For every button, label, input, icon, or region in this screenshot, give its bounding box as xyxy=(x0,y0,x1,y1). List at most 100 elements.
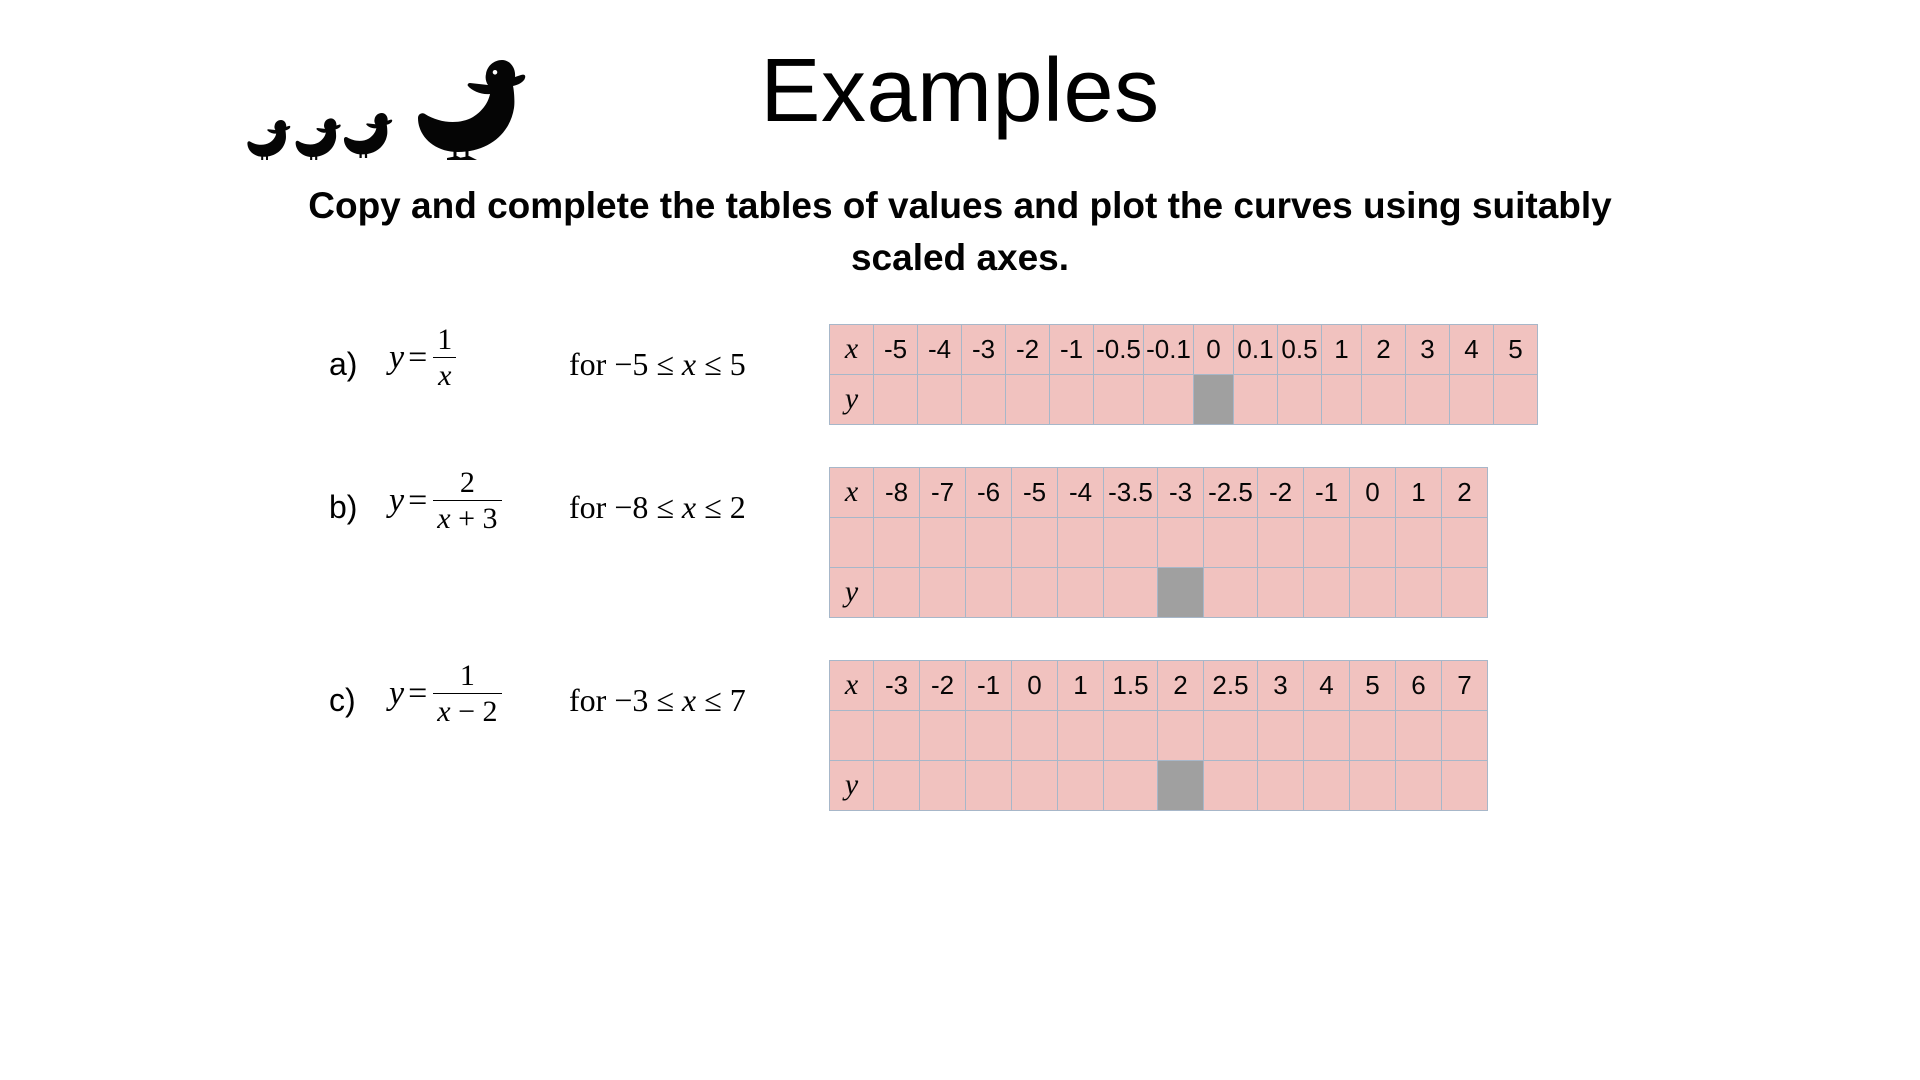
x-cell: -4 xyxy=(918,324,962,374)
blank-cell xyxy=(1442,517,1488,567)
x-cell: -8 xyxy=(874,467,920,517)
equation: y=2x + 3 xyxy=(389,467,569,535)
x-cell: -2 xyxy=(1006,324,1050,374)
header: Examples xyxy=(233,0,1687,170)
x-cell: 2.5 xyxy=(1204,660,1258,710)
y-cell xyxy=(962,374,1006,424)
equation: y=1x − 2 xyxy=(389,660,569,728)
x-cell: -4 xyxy=(1058,467,1104,517)
x-cell: 2 xyxy=(1442,467,1488,517)
blank-cell xyxy=(1396,710,1442,760)
blank-cell xyxy=(1012,710,1058,760)
blank-cell xyxy=(966,710,1012,760)
x-cell: 0.5 xyxy=(1278,324,1322,374)
value-table: x-8-7-6-5-4-3.5-3-2.5-2-1012y xyxy=(829,467,1488,618)
problem-row: a)y=1xfor −5 ≤ x ≤ 5x-5-4-3-2-1-0.5-0.10… xyxy=(233,324,1687,425)
row-header-blank xyxy=(830,710,874,760)
blank-cell xyxy=(1304,517,1350,567)
y-cell xyxy=(1094,374,1144,424)
blank-cell xyxy=(1204,517,1258,567)
y-cell xyxy=(920,567,966,617)
value-table: x-3-2-1011.522.534567y xyxy=(829,660,1488,811)
blank-cell xyxy=(1350,710,1396,760)
row-header-y: y xyxy=(830,760,874,810)
x-cell: -5 xyxy=(1012,467,1058,517)
y-cell xyxy=(1362,374,1406,424)
y-cell xyxy=(1396,567,1442,617)
y-cell xyxy=(1258,567,1304,617)
y-cell xyxy=(1058,760,1104,810)
blank-cell xyxy=(1158,517,1204,567)
y-cell-shaded xyxy=(1194,374,1234,424)
y-cell xyxy=(966,760,1012,810)
domain-text: for −5 ≤ x ≤ 5 xyxy=(569,324,829,383)
blank-cell xyxy=(1396,517,1442,567)
y-cell xyxy=(1322,374,1362,424)
x-cell: 4 xyxy=(1304,660,1350,710)
y-cell xyxy=(1450,374,1494,424)
y-cell xyxy=(1104,760,1158,810)
x-cell: -3 xyxy=(962,324,1006,374)
row-header-y: y xyxy=(830,567,874,617)
blank-cell xyxy=(874,517,920,567)
y-cell xyxy=(1050,374,1094,424)
blank-cell xyxy=(1104,517,1158,567)
y-cell xyxy=(1144,374,1194,424)
x-cell: 3 xyxy=(1406,324,1450,374)
problem-label: a) xyxy=(329,324,389,383)
domain-text: for −3 ≤ x ≤ 7 xyxy=(569,660,829,719)
y-cell xyxy=(1396,760,1442,810)
x-cell: 1 xyxy=(1396,467,1442,517)
problem-row: c)y=1x − 2for −3 ≤ x ≤ 7x-3-2-1011.522.5… xyxy=(233,660,1687,811)
x-cell: -2.5 xyxy=(1204,467,1258,517)
row-header-x: x xyxy=(830,467,874,517)
y-cell xyxy=(1442,760,1488,810)
y-cell xyxy=(1494,374,1538,424)
problem-label: c) xyxy=(329,660,389,719)
blank-cell xyxy=(874,710,920,760)
x-cell: -2 xyxy=(1258,467,1304,517)
x-cell: -1 xyxy=(1050,324,1094,374)
x-cell: -3 xyxy=(874,660,920,710)
y-cell xyxy=(1204,567,1258,617)
x-cell: 6 xyxy=(1396,660,1442,710)
y-cell xyxy=(1350,760,1396,810)
y-cell xyxy=(918,374,962,424)
y-cell xyxy=(1006,374,1050,424)
y-cell xyxy=(1350,567,1396,617)
x-cell: 0 xyxy=(1194,324,1234,374)
y-cell xyxy=(1442,567,1488,617)
blank-cell xyxy=(920,710,966,760)
blank-cell xyxy=(1258,710,1304,760)
y-cell xyxy=(1012,567,1058,617)
x-cell: 0 xyxy=(1012,660,1058,710)
x-cell: 5 xyxy=(1350,660,1396,710)
value-table: x-5-4-3-2-1-0.5-0.100.10.512345y xyxy=(829,324,1538,425)
y-cell-shaded xyxy=(1158,567,1204,617)
x-cell: 1 xyxy=(1322,324,1362,374)
x-cell: -2 xyxy=(920,660,966,710)
x-cell: -6 xyxy=(966,467,1012,517)
x-cell: 5 xyxy=(1494,324,1538,374)
y-cell xyxy=(874,374,918,424)
x-cell: -3.5 xyxy=(1104,467,1158,517)
y-cell xyxy=(1406,374,1450,424)
problem-row: b)y=2x + 3for −8 ≤ x ≤ 2x-8-7-6-5-4-3.5-… xyxy=(233,467,1687,618)
x-cell: 1.5 xyxy=(1104,660,1158,710)
row-header-x: x xyxy=(830,324,874,374)
equation: y=1x xyxy=(389,324,569,392)
blank-cell xyxy=(1204,710,1258,760)
problems-container: a)y=1xfor −5 ≤ x ≤ 5x-5-4-3-2-1-0.5-0.10… xyxy=(233,324,1687,811)
blank-cell xyxy=(1104,710,1158,760)
page: Examples Copy and complete the tables of… xyxy=(233,0,1687,811)
x-cell: -7 xyxy=(920,467,966,517)
y-cell xyxy=(1278,374,1322,424)
x-cell: 7 xyxy=(1442,660,1488,710)
x-cell: 2 xyxy=(1158,660,1204,710)
instruction-text: Copy and complete the tables of values a… xyxy=(293,180,1627,284)
problem-label: b) xyxy=(329,467,389,526)
blank-cell xyxy=(1158,710,1204,760)
blank-cell xyxy=(966,517,1012,567)
y-cell xyxy=(1012,760,1058,810)
y-cell xyxy=(874,567,920,617)
